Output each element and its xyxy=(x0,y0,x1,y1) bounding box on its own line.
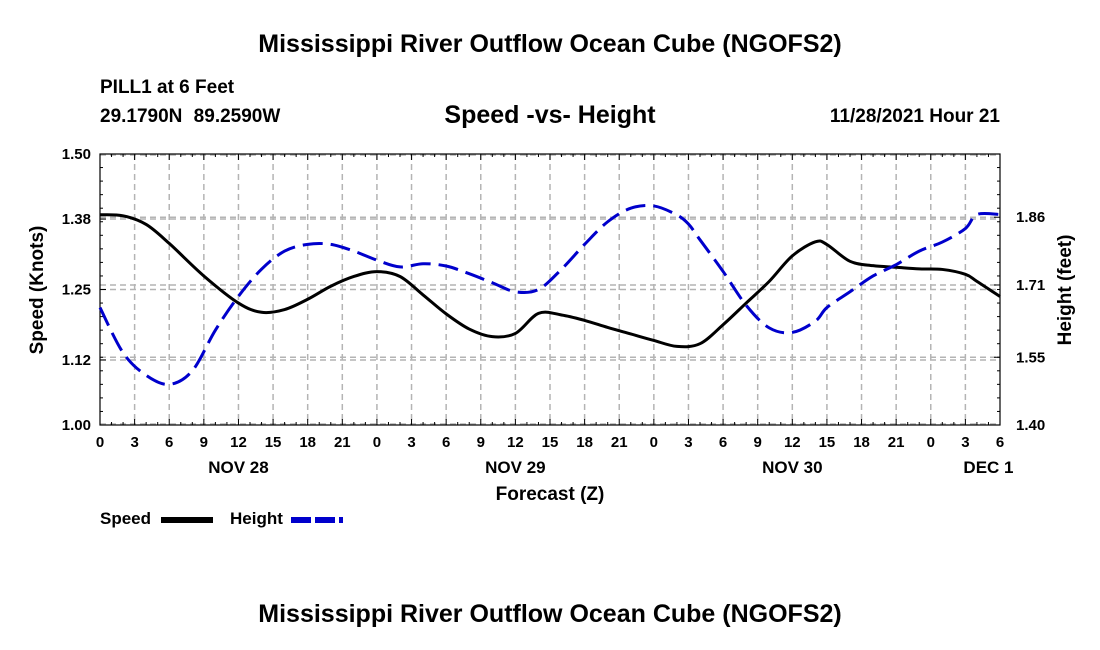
footer-title: Mississippi River Outflow Ocean Cube (NG… xyxy=(258,600,842,628)
y-tick-label: 1.38 xyxy=(62,211,91,228)
x-tick-label: 21 xyxy=(888,434,905,451)
series-line-height xyxy=(98,203,1001,386)
x-tick-label: 15 xyxy=(819,434,836,451)
x-tick-label: 21 xyxy=(334,434,351,451)
x-tick-label: 21 xyxy=(611,434,628,451)
x-tick-label: 18 xyxy=(576,434,593,451)
chart-subtitle: Speed -vs- Height xyxy=(444,101,656,129)
x-axis-title: Forecast (Z) xyxy=(496,484,605,505)
x-tick-label: 6 xyxy=(719,434,727,451)
x-tick-label: 18 xyxy=(299,434,316,451)
x-tick-label: 9 xyxy=(200,434,208,451)
x-tick-label: 3 xyxy=(130,434,138,451)
y-tick-label: 1.25 xyxy=(62,282,91,299)
y-tick-label: 1.12 xyxy=(62,352,91,369)
legend-speed-label: Speed xyxy=(100,509,152,528)
x-tick-label: 9 xyxy=(477,434,485,451)
x-tick-label: 15 xyxy=(542,434,559,451)
x-tick-label: 12 xyxy=(784,434,801,451)
forecast-datetime: 11/28/2021 Hour 21 xyxy=(829,106,1000,127)
x-tick-label: 6 xyxy=(996,434,1004,451)
day-label: NOV 30 xyxy=(762,458,822,477)
y-tick-label: 1.00 xyxy=(62,417,91,434)
speed-height-chart: 0 3 6 9 12 15 18 21 0 3 6 9 12 15 18 21 0 3 6 9 12 15 18 21 0 3 6 N… xyxy=(27,146,1076,505)
x-tick-label: 0 xyxy=(96,434,104,451)
x-tick-label: 9 xyxy=(754,434,762,451)
x-tick-label: 6 xyxy=(442,434,450,451)
x-tick-label: 15 xyxy=(265,434,282,451)
day-label: DEC 1 xyxy=(963,458,1013,477)
tick-layer xyxy=(99,153,1001,426)
y2-tick-label: 1.55 xyxy=(1016,349,1045,366)
legend-speed-swatch xyxy=(161,517,213,523)
x-tick-label: 0 xyxy=(650,434,658,451)
label-layer: 0 3 6 9 12 15 18 21 0 3 6 9 12 15 18 21 0 3 6 9 12 15 18 21 0 3 6 N… xyxy=(62,146,1045,477)
legend-height-swatch xyxy=(291,517,343,523)
x-tick-label: 0 xyxy=(373,434,381,451)
x-tick-label: 3 xyxy=(684,434,692,451)
y-axis-title-right: Height (feet) xyxy=(1055,235,1076,346)
x-tick-label: 3 xyxy=(407,434,415,451)
x-tick-label: 3 xyxy=(961,434,969,451)
grid-layer xyxy=(100,154,1000,425)
series-layer xyxy=(98,203,1001,386)
x-tick-label: 6 xyxy=(165,434,173,451)
legend-height-label: Height xyxy=(230,509,283,528)
x-tick-label: 12 xyxy=(507,434,524,451)
day-label: NOV 29 xyxy=(485,458,545,477)
chart-title: Mississippi River Outflow Ocean Cube (NG… xyxy=(258,30,842,58)
x-tick-label: 18 xyxy=(853,434,870,451)
y2-tick-label: 1.86 xyxy=(1016,209,1045,226)
station-label: PILL1 at 6 Feet xyxy=(100,77,235,98)
day-label: NOV 28 xyxy=(208,458,268,477)
y-tick-label: 1.50 xyxy=(62,146,91,163)
x-tick-label: 0 xyxy=(927,434,935,451)
series-line-speed xyxy=(99,213,1001,349)
y2-tick-label: 1.40 xyxy=(1016,417,1045,434)
y2-tick-label: 1.71 xyxy=(1016,277,1045,294)
x-tick-label: 12 xyxy=(230,434,247,451)
y-axis-title-left: Speed (Knots) xyxy=(27,226,48,355)
coordinates-label: 29.1790N 89.2590W xyxy=(100,106,281,127)
